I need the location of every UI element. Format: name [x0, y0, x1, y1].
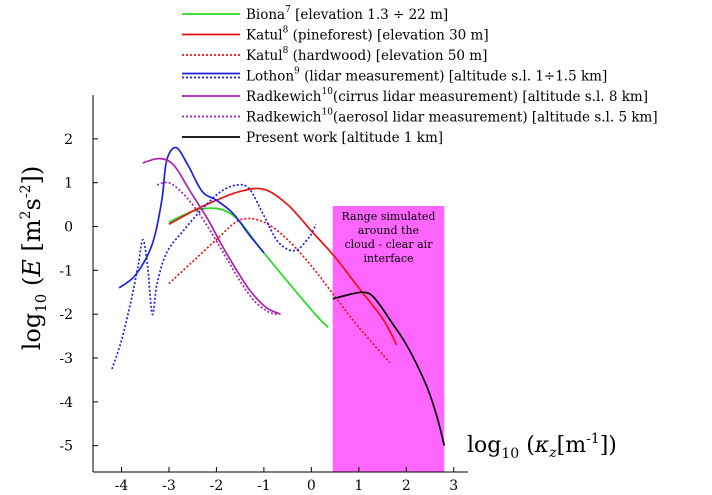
legend-name: Katul — [246, 28, 283, 44]
svg-text:log10 (κz[m-1]): log10 (κz[m-1]) — [467, 431, 617, 462]
axes — [92, 95, 468, 473]
legend-desc: (cirrus lidar measurement) [altitude s.l… — [333, 89, 648, 105]
series-line-katul-pineforest — [168, 187, 398, 346]
legend-label: Katul8 (hardwood) [elevation 50 m] — [246, 46, 487, 64]
legend-name: Lothon — [246, 69, 294, 85]
legend-ref: 7 — [285, 5, 291, 15]
y-tick-label: 1 — [64, 176, 73, 192]
tick-labels: -4 -3 -2 -1 0 1 2 3 2 1 0 -1 -2 -3 -4 -5 — [59, 132, 458, 494]
legend-name: Radkewich — [246, 110, 322, 126]
legend-item: Katul8 (pineforest) [elevation 30 m] — [182, 26, 489, 44]
legend-name: Present work [altitude 1 km] — [246, 130, 443, 146]
x-axis-title: log10 (κz[m-1]) — [467, 431, 617, 462]
legend-item: Present work [altitude 1 km] — [182, 130, 443, 146]
simulated-range-label-line: interface — [363, 252, 413, 265]
legend: Biona7 [elevation 1.3 ÷ 22 m]Katul8 (pin… — [182, 5, 658, 146]
legend-ref: 8 — [283, 46, 289, 56]
x-tick-label: 1 — [354, 478, 363, 494]
legend-label: Biona7 [elevation 1.3 ÷ 22 m] — [246, 5, 448, 23]
legend-ref: 8 — [283, 26, 289, 36]
y-tick-label: -2 — [59, 307, 73, 323]
y-tick-label: -3 — [59, 351, 73, 367]
legend-label: Lothon9 (lidar measurement) [altitude s.… — [246, 67, 607, 85]
series-line-radkewich-aerosol — [156, 181, 279, 316]
series-line-biona — [168, 207, 329, 328]
svg-text:log10 (E [m2s-2]): log10 (E [m2s-2]) — [18, 166, 50, 351]
simulated-range-rect — [332, 206, 445, 472]
x-tick-label: -2 — [210, 478, 224, 494]
series-line-katul-hardwood — [168, 217, 391, 363]
x-tick-label: 2 — [402, 478, 411, 494]
legend-label: Katul8 (pineforest) [elevation 30 m] — [246, 26, 489, 44]
y-tick-label: 2 — [64, 132, 73, 148]
legend-item: Biona7 [elevation 1.3 ÷ 22 m] — [182, 5, 448, 23]
legend-name: Katul — [246, 48, 283, 64]
legend-label: Radkewich10(aerosol lidar measurement) [… — [246, 108, 658, 126]
data-series — [111, 146, 446, 446]
legend-desc: [elevation 1.3 ÷ 22 m] — [291, 7, 448, 23]
legend-desc: (aerosol lidar measurement) [altitude s.… — [333, 110, 658, 126]
legend-ref: 10 — [321, 87, 333, 97]
y-tick-label: 0 — [64, 220, 73, 236]
legend-desc: (lidar measurement) [altitude s.l. 1÷1.5… — [300, 69, 607, 85]
simulated-range-label-line: cloud - clear air — [344, 238, 433, 251]
legend-name: Radkewich — [246, 89, 322, 105]
legend-label: Radkewich10(cirrus lidar measurement) [a… — [246, 87, 648, 105]
series-line-present-work — [332, 291, 446, 446]
x-tick-label: 3 — [449, 478, 458, 494]
x-tick-label: -1 — [257, 478, 271, 494]
legend-item: Katul8 (hardwood) [elevation 50 m] — [182, 46, 487, 64]
legend-desc: (hardwood) [elevation 50 m] — [288, 48, 487, 64]
series-line-lothon-dotted — [111, 183, 317, 370]
y-axis-title: log10 (E [m2s-2]) — [18, 166, 50, 351]
legend-desc: (pineforest) [elevation 30 m] — [288, 28, 488, 44]
series-line-lothon-solid — [118, 146, 265, 289]
series-line-radkewich-cirrus — [142, 157, 281, 315]
y-tick-label: -5 — [59, 439, 73, 455]
simulated-range-band: Range simulated around the cloud - clear a… — [332, 206, 445, 472]
x-tick-label: -4 — [115, 478, 129, 494]
legend-item: Radkewich10(aerosol lidar measurement) [… — [182, 108, 658, 126]
legend-item: Lothon9 (lidar measurement) [altitude s.… — [182, 67, 607, 85]
y-tick-label: -1 — [59, 263, 73, 279]
y-tick-label: -4 — [59, 395, 73, 411]
simulated-range-label-line: Range simulated — [342, 210, 436, 223]
legend-item: Radkewich10(cirrus lidar measurement) [a… — [182, 87, 648, 105]
legend-ref: 9 — [294, 67, 300, 77]
simulated-range-label: Range simulated around the cloud - clear a… — [342, 210, 436, 265]
simulated-range-label-line: around the — [358, 224, 419, 237]
legend-label: Present work [altitude 1 km] — [246, 130, 443, 146]
x-tick-label: 0 — [307, 478, 316, 494]
legend-ref: 10 — [321, 108, 333, 118]
x-tick-label: -3 — [162, 478, 176, 494]
legend-name: Biona — [246, 7, 285, 23]
